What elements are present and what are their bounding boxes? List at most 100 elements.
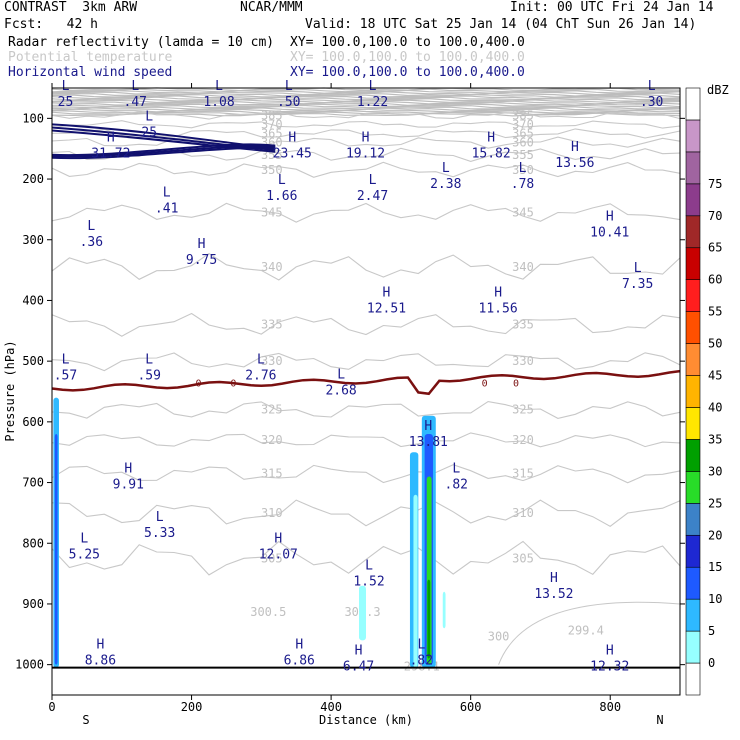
colorbar-swatch bbox=[685, 598, 701, 632]
extremum-value: 25 bbox=[141, 125, 157, 140]
colorbar-swatch bbox=[685, 311, 701, 344]
theta-contour-label: 335 bbox=[512, 318, 534, 332]
extremum-kind: L bbox=[62, 79, 70, 94]
extremum-kind: H bbox=[362, 131, 370, 146]
theta-contour-line bbox=[51, 352, 681, 372]
theta-contour-band bbox=[51, 104, 681, 109]
colorbar-level-label: 20 bbox=[708, 528, 722, 542]
extremum-value: 8.86 bbox=[85, 654, 116, 669]
wind-extremum: L1.52 bbox=[353, 559, 384, 590]
wind-extremum: H8.86 bbox=[85, 638, 116, 669]
colorbar-level-label: 55 bbox=[708, 305, 722, 319]
theta-contour-label: 345 bbox=[512, 205, 534, 219]
field-name-reflectivity: Radar reflectivity (lamda = 10 cm) bbox=[8, 35, 275, 50]
zero-line-label: 0 bbox=[196, 378, 202, 389]
zero-line-label: 0 bbox=[482, 378, 488, 389]
wind-extremum: L.47 bbox=[124, 79, 147, 110]
colorbar-level-label: 15 bbox=[708, 560, 722, 574]
wind-extremum: L2.76 bbox=[245, 352, 276, 383]
wind-extremum: H12.32 bbox=[590, 644, 629, 675]
wind-extremum: H19.12 bbox=[346, 131, 385, 162]
theta-contour-band bbox=[51, 112, 681, 117]
theta-contour-label: 310 bbox=[261, 506, 283, 520]
org-label: NCAR/MMM bbox=[240, 0, 303, 15]
wind-extremum: L2.68 bbox=[325, 367, 356, 398]
colorbar-swatch bbox=[685, 215, 701, 249]
colorbar-level-label: 30 bbox=[708, 464, 722, 478]
extremum-value: .47 bbox=[124, 95, 147, 110]
field-xy-reflectivity: XY= 100.0,100.0 to 100.0,400.0 bbox=[290, 35, 525, 50]
extremum-value: 1.52 bbox=[353, 575, 384, 590]
y-tick-label: 700 bbox=[22, 476, 44, 490]
extremum-kind: H bbox=[424, 419, 432, 434]
colorbar-level-label: 70 bbox=[708, 209, 722, 223]
colorbar-swatch bbox=[685, 375, 701, 408]
extremum-kind: H bbox=[550, 571, 558, 586]
extremum-value: 13.52 bbox=[534, 587, 573, 602]
model-title: CONTRAST 3km ARW bbox=[4, 0, 138, 15]
theta-contour-line bbox=[51, 312, 681, 337]
colorbar-swatch bbox=[685, 279, 701, 312]
theta-contour-band bbox=[51, 99, 681, 104]
colorbar-swatch bbox=[685, 662, 701, 696]
extremum-kind: L bbox=[87, 219, 95, 234]
y-tick-label: 800 bbox=[22, 536, 44, 550]
theta-contour-band bbox=[51, 89, 681, 94]
colorbar-swatch bbox=[685, 247, 701, 280]
colorbar-swatch bbox=[685, 183, 701, 217]
theta-contour-label: 330 bbox=[512, 354, 534, 368]
wind-extremum: H10.41 bbox=[590, 210, 629, 241]
extremum-kind: H bbox=[355, 644, 363, 659]
colorbar-level-label: 35 bbox=[708, 432, 722, 446]
extremum-value: .41 bbox=[155, 201, 178, 216]
reflectivity-cell bbox=[442, 591, 446, 629]
extremum-value: .82 bbox=[445, 478, 468, 493]
x-axis-end-label: N bbox=[656, 713, 663, 727]
theta-contour-label: 385 bbox=[512, 108, 534, 122]
extremum-value: 2.68 bbox=[325, 383, 356, 398]
field-xy-theta: XY= 100.0,100.0 to 100.0,400.0 bbox=[290, 50, 525, 65]
x-axis-label: Distance (km) bbox=[319, 713, 413, 727]
colorbar-swatch bbox=[685, 119, 701, 153]
extremum-value: 19.12 bbox=[346, 147, 385, 162]
extremum-value: .36 bbox=[80, 235, 103, 250]
x-axis-start-label: S bbox=[82, 713, 89, 727]
extremum-kind: L bbox=[285, 79, 293, 94]
y-axis-label: Pressure (hPa) bbox=[3, 340, 17, 441]
extremum-value: 25 bbox=[58, 95, 74, 110]
colorbar-level-label: 50 bbox=[708, 337, 722, 351]
wind-extremum: L.57 bbox=[54, 352, 77, 383]
theta-contour-label: 345 bbox=[261, 205, 283, 219]
theta-contour-band bbox=[51, 88, 681, 93]
extremum-kind: H bbox=[383, 286, 391, 301]
theta-contour-line bbox=[51, 540, 681, 576]
theta-contour-label: 385 bbox=[261, 108, 283, 122]
wind-extremum: H6.47 bbox=[343, 644, 374, 675]
theta-contour-line bbox=[498, 601, 681, 665]
theta-contour-label: 315 bbox=[261, 466, 283, 480]
theta-contour-label: 355 bbox=[512, 148, 534, 162]
colorbar-level-label: 0 bbox=[708, 656, 715, 670]
zero-line bbox=[51, 369, 681, 396]
extremum-value: 9.75 bbox=[186, 253, 217, 268]
extremum-kind: L bbox=[145, 352, 153, 367]
wind-extremum: L7.35 bbox=[622, 261, 653, 292]
init-time: Init: 00 UTC Fri 24 Jan 14 bbox=[510, 0, 714, 15]
reflectivity-cell bbox=[427, 579, 431, 659]
wind-extremum: H13.81 bbox=[409, 419, 448, 450]
wind-extremum: H13.52 bbox=[534, 571, 573, 602]
extremum-kind: L bbox=[215, 79, 223, 94]
colorbar-swatch bbox=[685, 439, 701, 472]
wind-extremum: H6.86 bbox=[284, 638, 315, 669]
extremum-kind: L bbox=[62, 352, 70, 367]
extremum-value: 2.47 bbox=[357, 189, 388, 204]
wind-extremum: L2.47 bbox=[357, 173, 388, 204]
extremum-kind: H bbox=[288, 131, 296, 146]
extremum-value: .78 bbox=[511, 177, 534, 192]
y-tick-label: 600 bbox=[22, 415, 44, 429]
colorbar-unit: dBZ bbox=[707, 83, 729, 97]
extremum-value: 15.82 bbox=[472, 147, 511, 162]
theta-contour-label: 320 bbox=[261, 433, 283, 447]
extremum-value: .30 bbox=[640, 95, 663, 110]
theta-contour-label: 370 bbox=[261, 117, 283, 131]
